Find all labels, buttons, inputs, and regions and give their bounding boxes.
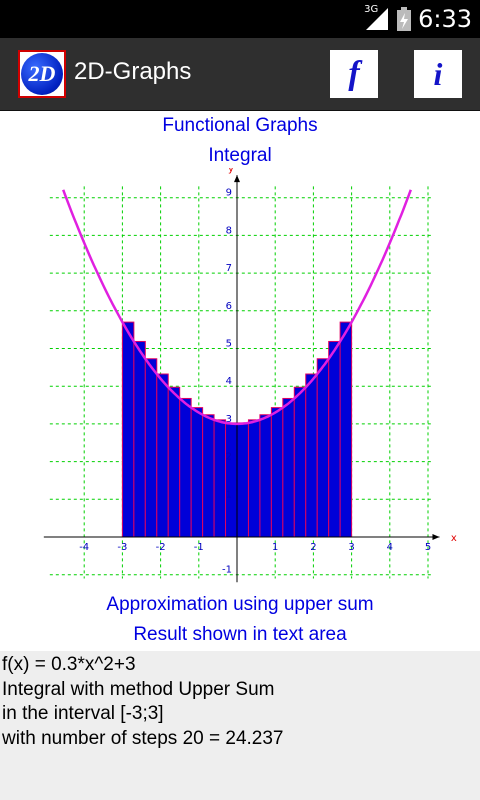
- y-tick-label: 7: [226, 263, 232, 274]
- upper-sum-bar: [270, 407, 284, 538]
- result-line-method: Integral with method Upper Sum: [2, 678, 275, 700]
- header-subtitle: Integral: [208, 145, 272, 166]
- x-tick-label: 4: [387, 542, 393, 553]
- upper-sum-bar: [133, 340, 146, 538]
- x-tick-label: 5: [425, 542, 431, 553]
- result-line-function: f(x) = 0.3*x^2+3: [2, 654, 136, 675]
- x-tick-label: -1: [194, 542, 204, 553]
- footer-caption-method: Approximation using upper sum: [106, 594, 374, 615]
- app-title: 2D-Graphs: [74, 58, 192, 85]
- upper-sum-bar: [339, 321, 353, 538]
- status-icons: 3G 6:33: [364, 0, 472, 38]
- function-button[interactable]: f: [330, 50, 378, 98]
- info-button[interactable]: i: [414, 50, 462, 98]
- x-tick-label: 2: [310, 542, 316, 553]
- result-line-interval: in the interval [-3;3]: [2, 703, 164, 724]
- x-tick-label: -4: [79, 542, 89, 553]
- header-title: Functional Graphs: [162, 115, 318, 136]
- y-tick-label: 3: [226, 414, 232, 425]
- upper-sum-bar: [293, 386, 307, 538]
- footer-caption-result: Result shown in text area: [133, 624, 347, 645]
- upper-sum-bar: [179, 397, 192, 538]
- network-type-label: 3G: [364, 4, 379, 15]
- x-tick-label: -2: [156, 542, 166, 553]
- action-bar: 2D 2D-Graphs f i: [0, 38, 480, 111]
- upper-sum-bar: [316, 358, 330, 538]
- app-logo[interactable]: 2D: [18, 50, 66, 98]
- upper-sum-bar: [190, 407, 204, 538]
- upper-sum-bar: [247, 419, 261, 538]
- cell-signal-icon: 3G: [364, 4, 390, 32]
- upper-sum-bar: [282, 397, 295, 538]
- upper-sum-bar: [202, 414, 215, 538]
- upper-sum-bar: [144, 358, 158, 538]
- upper-sum-bar: [328, 340, 341, 538]
- function-graph[interactable]: -4 -3 -2 -1 1 2 3 4 5 -1 1 2 3 4 5 6 7 8 9 x y: [40, 168, 460, 588]
- x-axis-arrow: [432, 534, 440, 540]
- upper-sum-bar: [225, 422, 238, 538]
- y-axis-label: y: [228, 168, 234, 174]
- app-logo-circle: 2D: [21, 53, 63, 95]
- y-tick-label: 9: [226, 188, 232, 199]
- upper-sum-bar: [305, 373, 318, 538]
- y-tick-label: -1: [222, 565, 232, 576]
- y-tick-label: 5: [226, 339, 232, 350]
- clock: 6:33: [418, 5, 472, 33]
- status-bar: 3G 6:33: [0, 0, 480, 38]
- result-line-value: with number of steps 20 = 24.237: [2, 727, 284, 749]
- function-curve: [62, 189, 412, 426]
- y-tick-label: 6: [226, 301, 232, 312]
- upper-sum-bar: [259, 414, 272, 538]
- y-tick-label: 2: [226, 452, 232, 463]
- battery-charging-icon: [396, 6, 412, 32]
- x-tick-label: 3: [348, 542, 354, 553]
- upper-sum-bar: [167, 386, 181, 538]
- upper-sum-bar: [156, 373, 169, 538]
- y-axis-arrow: [234, 175, 240, 183]
- x-tick-label: 1: [272, 542, 278, 553]
- upper-sum-bar: [121, 321, 135, 538]
- x-tick-label: -3: [117, 542, 127, 553]
- y-tick-label: 1: [226, 489, 232, 500]
- x-axis-label: x: [451, 533, 457, 544]
- y-tick-label: 8: [226, 225, 232, 236]
- upper-sum-bar: [213, 419, 227, 538]
- y-tick-label: 4: [226, 376, 232, 387]
- upper-sum-bar: [236, 422, 249, 538]
- result-text-area[interactable]: f(x) = 0.3*x^2+3 Integral with method Up…: [0, 651, 480, 800]
